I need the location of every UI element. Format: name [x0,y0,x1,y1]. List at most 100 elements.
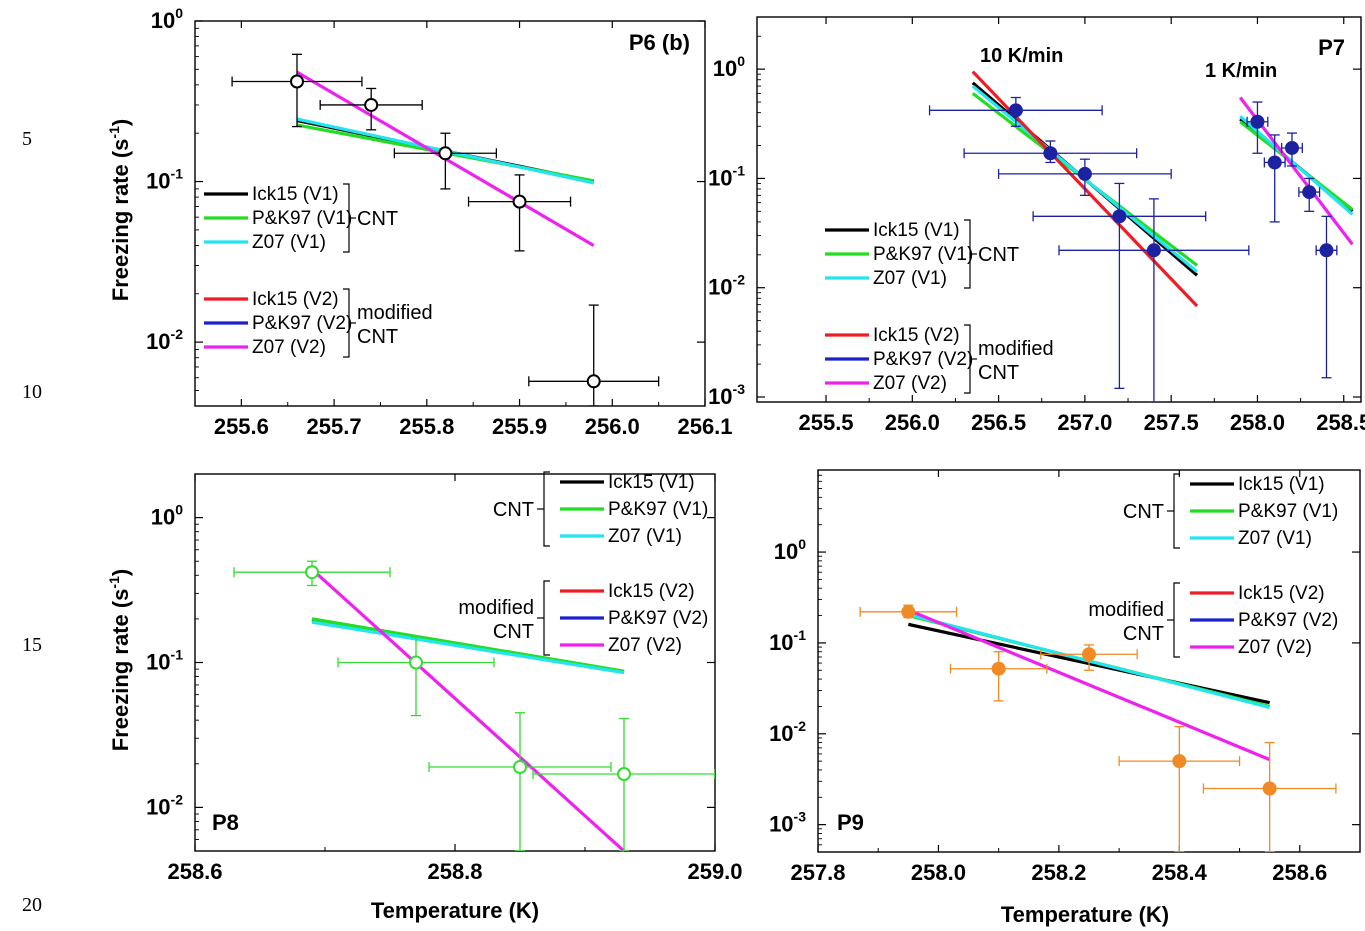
legend-bracket [543,471,550,547]
x-tick-label: 258.0 [1230,410,1285,435]
legend: Ick15 (V1) P&K97 (V1) Z07 (V1) Ick15 (V2) P&… [825,219,1054,394]
x-axis-label: Temperature (K) [1001,902,1169,927]
rate-annotation: 10 K/min [980,45,1063,67]
legend-entry: P&K97 (V2) [873,349,973,370]
data-point [1267,155,1282,170]
data-point [1112,209,1127,224]
chart-panel-p6: 255.6 255.7 255.8 255.9 256.0 256.1 10-2 10-1 10… [106,5,733,439]
legend-entry: Ick15 (V1) [252,184,339,205]
y-tick-label: 100 [151,5,183,33]
data-point [1082,647,1096,662]
fit-line-z07-v1- [1239,115,1354,216]
legend-entry: P&K97 (V1) [608,499,708,520]
legend-entry: P&K97 (V2) [608,608,708,629]
panel-label: P8 [212,810,239,835]
y-tick-label: 10-1 [146,166,183,194]
legend-entry: Z07 (V1) [608,526,682,547]
x-tick-label: 257.8 [790,860,845,885]
legend-group-modified: modified [458,597,534,619]
legend-entry: Ick15 (V2) [252,289,339,310]
panel-label: P7 [1318,35,1345,60]
legend-entry: Z07 (V2) [1238,637,1312,658]
fit-line-z07-v2- [310,568,626,853]
y-tick-label: 10-3 [769,809,806,837]
fit-line-z07-v1- [311,620,625,675]
legend-entry: P&K97 (V1) [252,208,352,229]
data-point [1043,146,1058,161]
legend-group-modified-cnt: CNT [493,621,534,643]
chart-panel-p8: 258.6 258.8 259.0 10-2 10-1 100 P8 Freezing rat… [106,471,743,923]
data-point [1008,103,1023,118]
data-point [290,74,304,89]
data-point [1250,114,1265,129]
x-tick-label: 255.8 [399,414,454,439]
data-point [1172,754,1187,769]
fit-line-z07-v2- [907,608,1271,762]
data-point [617,766,631,781]
x-tick-label: 256.0 [585,414,640,439]
legend-entry: Z07 (V1) [252,232,326,253]
legend-group-cnt: CNT [1123,501,1164,523]
legend-entry: Ick15 (V1) [1238,474,1325,495]
data-points [859,604,1337,852]
y-tick-label: 100 [151,502,183,530]
fit-line-p-k97-v1- [311,617,625,673]
panel-label: P6 (b) [629,30,690,55]
legend-group-modified-cnt: CNT [1123,623,1164,645]
plot-frame [817,469,1361,853]
line-number: 15 [22,634,42,656]
x-tick-label: 258.4 [1152,860,1208,885]
data-points [231,53,660,406]
legend-bracket [1173,473,1180,549]
legend-group-modified: modified [978,338,1054,360]
legend-entry: Ick15 (V2) [1238,583,1325,604]
legend-group-cnt: CNT [493,499,534,521]
y-tick-label: 10-1 [769,627,806,655]
legend-entry: Ick15 (V1) [608,472,695,493]
line-number: 20 [22,894,42,916]
rate-annotation: 1 K/min [1205,60,1277,82]
y-tick-label: 100 [713,53,745,81]
data-point [1146,243,1161,258]
chart-panel-p7: 255.5 256.0 256.5 257.0 257.5 258.0 258.5 10-3 1… [708,16,1365,435]
data-point [1302,185,1317,200]
data-point [991,661,1006,676]
data-point [1284,140,1299,155]
x-tick-label: 258.0 [911,860,966,885]
data-point [305,565,319,580]
x-tick-label: 258.5 [1316,410,1365,435]
data-point [364,97,379,112]
legend-group-cnt: CNT [357,208,398,230]
plot-frame [756,16,1362,403]
data-point [512,194,527,209]
data-point [586,374,601,389]
legend-group-modified-cnt: CNT [357,326,398,348]
legend-bracket [543,580,550,656]
y-tick-label: 10-2 [146,791,183,819]
legend-entry: Z07 (V2) [873,373,947,394]
data-point [513,759,527,774]
legend-entry: P&K97 (V1) [1238,501,1338,522]
data-point [1319,243,1334,258]
plot-frame [194,20,706,407]
legend: Ick15 (V1) P&K97 (V1) Z07 (V1) Ick15 (V2) P&… [1088,473,1338,658]
x-axis-label: Temperature (K) [371,898,539,923]
legend-entry: Ick15 (V2) [873,325,960,346]
legend-entry: Z07 (V1) [873,268,947,289]
x-tick-label: 256.5 [971,410,1026,435]
legend-entry: P&K97 (V2) [252,313,352,334]
y-tick-label: 100 [774,536,806,564]
y-axis-label: Freezing rate (s-1) [106,119,133,301]
legend-bracket [1173,582,1180,658]
legend-group-modified-cnt: CNT [978,362,1019,384]
x-tick-label: 258.6 [1272,860,1327,885]
data-point [1077,166,1092,181]
legend-entry: P&K97 (V1) [873,244,973,265]
y-axis-label: Freezing rate (s-1) [106,569,133,751]
x-tick-label: 258.2 [1031,860,1086,885]
legend-entry: P&K97 (V2) [1238,610,1338,631]
chart-panel-p9: 257.8 258.0 258.2 258.4 258.6 10-3 10-2 10-1 100… [769,469,1361,927]
y-tick-label: 10-3 [708,381,745,409]
x-tick-label: 256.1 [677,414,732,439]
